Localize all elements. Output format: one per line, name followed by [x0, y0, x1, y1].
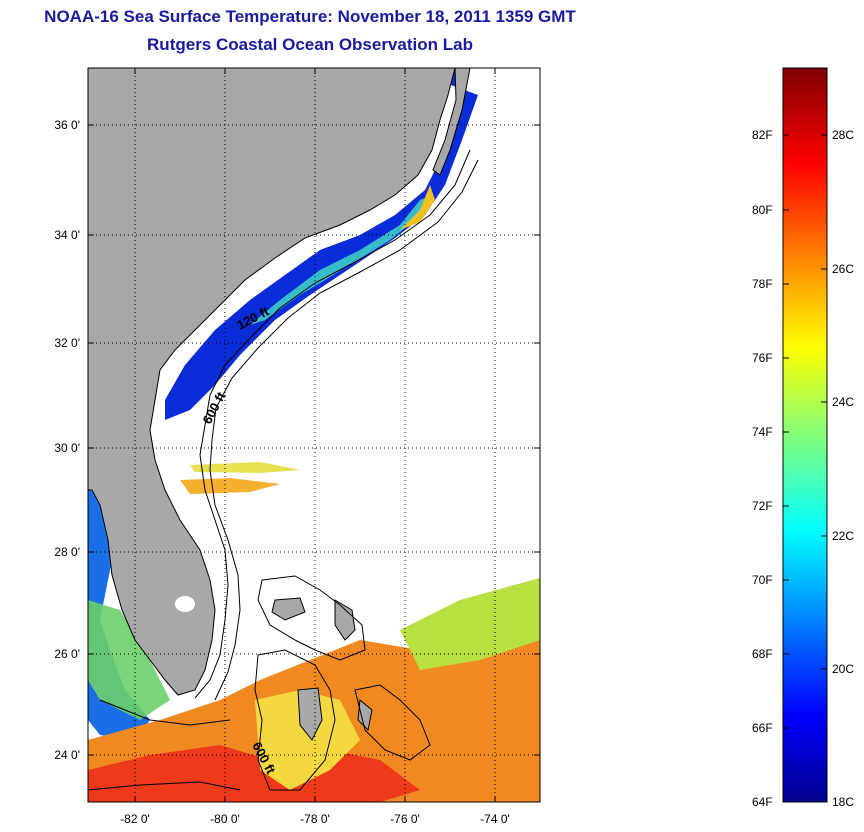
colorbar-label-64f: 64F [752, 795, 773, 809]
colorbar-label-78f: 78F [752, 277, 773, 291]
lon-label-78: -78 0' [300, 812, 330, 826]
land-us-southeast [88, 68, 456, 696]
sst-east-greenyellow [400, 578, 540, 670]
colorbar-label-28c: 28C [832, 128, 855, 142]
map-title: NOAA-16 Sea Surface Temperature: Novembe… [44, 7, 576, 26]
sst-gulf-green-patches [88, 600, 170, 720]
lake-okeechobee [175, 596, 195, 612]
land-outer-banks [432, 68, 471, 176]
lon-label-74: -74 0' [480, 812, 510, 826]
map-frame [87, 67, 541, 803]
lon-label-82: -82 0' [120, 812, 150, 826]
map-subtitle: Rutgers Coastal Ocean Observation Lab [147, 35, 473, 54]
lon-label-76: -76 0' [390, 812, 420, 826]
colorbar-label-18c: 18C [832, 795, 855, 809]
lat-label-32: 32 0' [54, 336, 80, 350]
colorbar-ticks [783, 134, 827, 729]
colorbar-label-74f: 74F [752, 425, 773, 439]
sst-gulf-stream-edge [400, 185, 435, 230]
lat-label-36: 36 0' [54, 118, 80, 132]
colorbar-label-70f: 70F [752, 573, 773, 587]
colorbar-label-24c: 24C [832, 395, 855, 409]
lat-label-26: 26 0' [54, 647, 80, 661]
colorbar-label-22c: 22C [832, 529, 855, 543]
lon-label-80: -80 0' [210, 812, 240, 826]
land-bahamas-eleuthera [357, 699, 373, 732]
colorbar-label-68f: 68F [752, 647, 773, 661]
land-bahamas-abaco [334, 599, 356, 641]
sst-coastal-cold-band [165, 68, 478, 420]
colorbar [782, 67, 828, 803]
lat-label-24: 24 0' [54, 748, 80, 762]
colorbar-label-20c: 20C [832, 662, 855, 676]
colorbar-label-80f: 80F [752, 203, 773, 217]
lat-label-28: 28 0' [54, 545, 80, 559]
lat-label-34: 34 0' [54, 228, 80, 242]
sst-mid-streaks [190, 462, 300, 473]
lat-label-30: 30 0' [54, 441, 80, 455]
colorbar-label-76f: 76F [752, 351, 773, 365]
bathymetry-contours [88, 149, 479, 791]
land-bahamas-grand [271, 597, 306, 621]
colorbar-label-66f: 66F [752, 721, 773, 735]
colorbar-label-82f: 82F [752, 128, 773, 142]
colorbar-label-72f: 72F [752, 499, 773, 513]
colorbar-label-26c: 26C [832, 262, 855, 276]
map-gridlines [88, 68, 540, 802]
map-ticks [88, 68, 540, 802]
sst-coastal-cyan-edge [250, 195, 432, 325]
